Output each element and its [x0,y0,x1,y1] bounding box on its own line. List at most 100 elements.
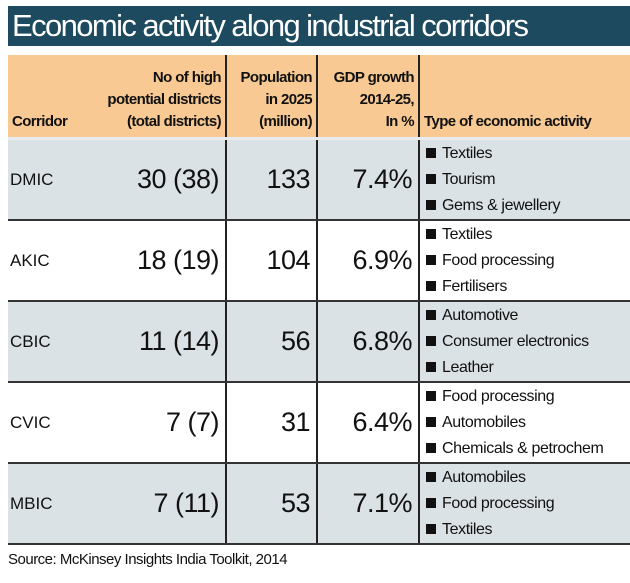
districts-cell: 7 (11) [118,464,227,543]
activity-label: Tourism [442,170,496,188]
corridor-cell: DMIC [8,140,118,219]
activity-cell: Food processing Automobiles Chemicals & pe… [420,383,630,462]
header-corridor-label: Corridor [12,113,68,130]
activity-cell: Automobiles Food processing Textiles [420,464,630,543]
corridor-name: DMIC [10,169,54,189]
activity-item: Leather [426,355,630,381]
activity-label: Food processing [442,387,555,405]
population-cell: 53 [227,464,318,543]
gdp-cell: 6.4% [318,383,420,462]
activity-label: Leather [442,358,494,376]
chart-title: Economic activity along industrial corri… [8,6,630,46]
data-table: Corridor No of high potential districts … [8,55,630,545]
activity-item: Textiles [426,517,630,543]
bullet-square-icon [426,497,436,508]
activity-item: Tourism [426,167,630,193]
activity-item: Chemicals & petrochem [426,436,630,462]
activity-item: Fertilisers [426,274,630,300]
activity-label: Gems & jewellery [442,196,561,214]
activity-item: Gems & jewellery [426,193,630,219]
gdp-cell: 7.1% [318,464,420,543]
table-row: MBIC 7 (11) 53 7.1% Automobiles Food proc… [8,464,630,545]
corridor-name: AKIC [10,250,50,270]
bullet-square-icon [426,173,436,184]
bullet-square-icon [426,390,436,401]
table-header: Corridor No of high potential districts … [8,55,630,140]
bullet-square-icon [426,335,436,346]
activity-item: Food processing [426,248,630,274]
gdp-cell: 7.4% [318,140,420,219]
activity-label: Textiles [442,144,493,162]
header-line: 2014-25, [359,91,415,108]
bullet-square-icon [426,416,436,427]
header-line: GDP growth [333,69,415,86]
source-note: Source: McKinsey Insights India Toolkit,… [8,551,288,568]
header-line: in 2025 [265,91,312,108]
corridor-cell: CBIC [8,302,118,381]
table-row: AKIC 18 (19) 104 6.9% Textiles Food proce… [8,221,630,302]
activity-item: Textiles [426,141,630,167]
gdp-cell: 6.8% [318,302,420,381]
activity-label: Automobiles [442,468,526,486]
population-cell: 31 [227,383,318,462]
activity-item: Automobiles [426,465,630,491]
header-activity-label: Type of economic activity [424,113,592,130]
activity-label: Food processing [442,494,555,512]
activity-item: Food processing [426,491,630,517]
header-population: Population in 2025 (million) [227,55,318,137]
bullet-square-icon [426,361,436,372]
activity-item: Food processing [426,384,630,410]
activity-label: Consumer electronics [442,332,589,350]
header-districts: No of high potential districts (total di… [8,55,227,137]
corridor-cell: MBIC [8,464,118,543]
activity-item: Consumer electronics [426,329,630,355]
bullet-square-icon [426,280,436,291]
activity-label: Automobiles [442,413,526,431]
header-corridor: Corridor [8,55,98,137]
districts-cell: 11 (14) [118,302,227,381]
activity-item: Automotive [426,303,630,329]
activity-label: Textiles [442,520,493,538]
activity-label: Food processing [442,251,555,269]
header-line: (total districts) [127,113,222,130]
header-gdp: GDP growth 2014-25, In % [318,55,420,137]
header-line: (million) [259,113,313,130]
activity-label: Textiles [442,225,493,243]
table-row: CVIC 7 (7) 31 6.4% Food processing Automo… [8,383,630,464]
activity-item: Automobiles [426,410,630,436]
corridor-cell: AKIC [8,221,118,300]
bullet-square-icon [426,523,436,534]
header-line: No of high [152,69,222,86]
districts-cell: 18 (19) [118,221,227,300]
bullet-square-icon [426,254,436,265]
table-row: CBIC 11 (14) 56 6.8% Automotive Consumer … [8,302,630,383]
bullet-square-icon [426,199,436,210]
corridor-name: CVIC [10,412,51,432]
activity-label: Automotive [442,306,519,324]
districts-cell: 30 (38) [118,140,227,219]
header-activity: Type of economic activity [420,55,630,137]
bullet-square-icon [426,228,436,239]
population-cell: 104 [227,221,318,300]
header-line: Population [240,69,313,86]
gdp-cell: 6.9% [318,221,420,300]
bullet-square-icon [426,471,436,482]
activity-item: Textiles [426,222,630,248]
activity-cell: Automotive Consumer electronics Leather [420,302,630,381]
bullet-square-icon [426,309,436,320]
corridor-name: MBIC [10,493,53,513]
bullet-square-icon [426,147,436,158]
header-line: In % [385,113,415,130]
activity-cell: Textiles Tourism Gems & jewellery [420,140,630,219]
bullet-square-icon [426,442,436,453]
population-cell: 56 [227,302,318,381]
districts-cell: 7 (7) [118,383,227,462]
header-line: potential districts [107,91,221,108]
activity-cell: Textiles Food processing Fertilisers [420,221,630,300]
activity-label: Fertilisers [442,277,507,295]
population-cell: 133 [227,140,318,219]
corridor-cell: CVIC [8,383,118,462]
corridor-name: CBIC [10,331,51,351]
table-row: DMIC 30 (38) 133 7.4% Textiles Tourism Gem… [8,140,630,221]
activity-label: Chemicals & petrochem [442,439,604,457]
